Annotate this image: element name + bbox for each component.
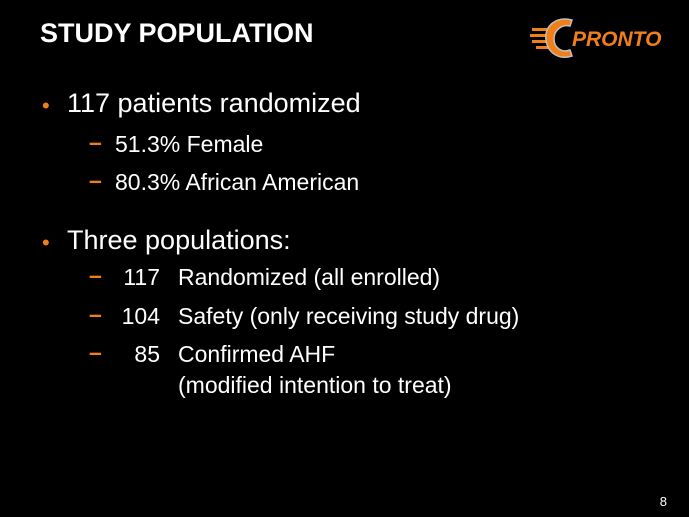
logo: PRONTO bbox=[530, 18, 661, 58]
population-count: 117 bbox=[123, 264, 160, 290]
dash-marker: – bbox=[89, 129, 102, 155]
bullet-text: 117 patients randomized bbox=[67, 88, 361, 118]
logo-text: PRONTO bbox=[572, 28, 661, 51]
population-description: (modified intention to treat) bbox=[178, 372, 452, 398]
page-number: 8 bbox=[659, 494, 667, 509]
dash-marker: – bbox=[89, 301, 102, 327]
bullet-marker: • bbox=[42, 230, 50, 255]
dash-marker: – bbox=[89, 339, 102, 365]
dash-marker: – bbox=[89, 167, 102, 193]
population-description: Confirmed AHF bbox=[178, 341, 336, 367]
sub-bullet-text: 51.3% Female bbox=[115, 131, 264, 157]
population-count: 104 bbox=[121, 303, 160, 329]
bullet-text: Three populations: bbox=[67, 225, 291, 255]
sub-bullet-text: 80.3% African American bbox=[115, 169, 360, 195]
population-description: Safety (only receiving study drug) bbox=[178, 303, 520, 329]
population-description: Randomized (all enrolled) bbox=[178, 264, 441, 290]
dash-marker: – bbox=[89, 262, 102, 288]
slide-title: STUDY POPULATION bbox=[40, 18, 314, 48]
bullet-marker: • bbox=[42, 93, 50, 118]
population-count: 85 bbox=[134, 341, 160, 367]
